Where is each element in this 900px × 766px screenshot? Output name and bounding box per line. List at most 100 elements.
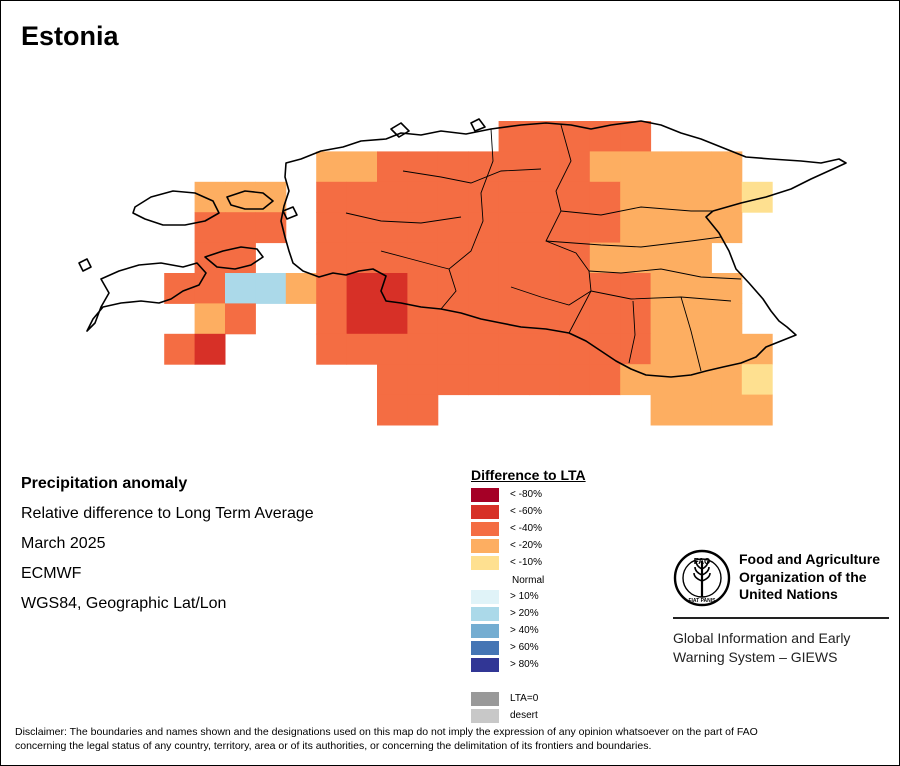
county-line-5 xyxy=(560,206,713,216)
legend-swatch xyxy=(471,590,499,604)
county-line-7 xyxy=(588,268,742,280)
grid-cell xyxy=(498,364,530,396)
grid-cell xyxy=(650,151,682,183)
mainland-outline xyxy=(280,120,847,378)
disclaimer: Disclaimer: The boundaries and names sho… xyxy=(15,725,885,753)
disclaimer-line2: concerning the legal status of any count… xyxy=(15,740,652,752)
grid-cell xyxy=(407,394,439,426)
legend-swatch xyxy=(471,624,499,638)
grid-cell xyxy=(316,273,348,304)
grid-cell xyxy=(437,242,469,274)
grid-cell xyxy=(741,394,773,426)
fao-name-line2: Organization of the xyxy=(739,568,867,585)
county-line-6 xyxy=(545,236,722,248)
grid-cell xyxy=(711,151,743,183)
grid-cell xyxy=(681,151,712,183)
grid-cell xyxy=(377,333,408,365)
legend-item: LTA=0 xyxy=(471,691,586,708)
grid-cell xyxy=(620,212,652,244)
grid-cell xyxy=(468,333,500,365)
grid-cell xyxy=(589,333,621,365)
grid-cell xyxy=(407,273,439,304)
grid-cell xyxy=(589,303,621,335)
legend-label: > 20% xyxy=(510,608,539,619)
legend-item: > 40% xyxy=(471,623,586,640)
legend-label: < -80% xyxy=(510,489,542,500)
grid-cell xyxy=(407,212,439,244)
legend-label: > 10% xyxy=(510,591,539,602)
legend-swatch xyxy=(471,539,499,553)
grid-cell xyxy=(377,303,408,335)
legend-item: < -40% xyxy=(471,521,586,538)
grid-cell xyxy=(711,181,743,213)
county-line-4 xyxy=(345,212,462,224)
grid-cell xyxy=(559,212,591,244)
grid-cell xyxy=(316,333,348,365)
grid-cell xyxy=(316,151,348,183)
grid-cell xyxy=(346,181,378,213)
grid-cell xyxy=(468,242,500,274)
info-source: ECMWF xyxy=(21,565,82,582)
legend-item: < -80% xyxy=(471,487,586,504)
grid-cell xyxy=(620,333,652,365)
grid-cell xyxy=(529,333,560,365)
grid-cell xyxy=(529,181,560,213)
grid-cell xyxy=(225,273,256,304)
grid-cell xyxy=(529,273,560,304)
grid-cell xyxy=(194,181,226,213)
country-boundary xyxy=(78,118,847,378)
grid-cell xyxy=(681,181,712,213)
county-line-8 xyxy=(590,290,732,302)
county-line-9 xyxy=(628,300,636,364)
legend: Difference to LTA < -80% < -60% < -40% <… xyxy=(471,467,586,725)
grid-cell xyxy=(559,333,591,365)
grid-cell xyxy=(468,151,500,183)
grid-cell xyxy=(529,121,560,152)
fao-name-line1: Food and Agriculture xyxy=(739,551,881,567)
legend-swatch xyxy=(471,641,499,655)
legend-swatch xyxy=(471,522,499,536)
grid-cell xyxy=(468,212,500,244)
grid-cell xyxy=(559,242,591,274)
islet-1 xyxy=(78,258,92,272)
grid-cell xyxy=(529,242,560,274)
precipitation-grid xyxy=(164,121,773,426)
grid-cell xyxy=(650,333,682,365)
grid-cell xyxy=(316,181,348,213)
grid-cell xyxy=(559,303,591,335)
giews-name: Global Information and Early Warning Sys… xyxy=(673,629,893,667)
grid-cell xyxy=(316,212,348,244)
legend-label: > 40% xyxy=(510,625,539,636)
grid-cell xyxy=(498,151,530,183)
grid-cell xyxy=(437,333,469,365)
grid-cell xyxy=(681,394,712,426)
legend-item: < -20% xyxy=(471,538,586,555)
legend-item: > 20% xyxy=(471,606,586,623)
grid-cell xyxy=(529,212,560,244)
grid-cell xyxy=(437,273,469,304)
grid-cell xyxy=(529,151,560,183)
info-subtitle: Relative difference to Long Term Average xyxy=(21,505,314,522)
islet-4 xyxy=(470,118,486,132)
grid-cell xyxy=(589,364,621,396)
grid-cell xyxy=(407,181,439,213)
grid-cell xyxy=(164,333,196,365)
grid-cell xyxy=(194,303,226,335)
grid-cell xyxy=(711,394,743,426)
legend-swatch xyxy=(471,692,499,706)
grid-cell xyxy=(346,151,378,183)
grid-cell xyxy=(711,364,743,396)
grid-cell xyxy=(316,303,348,335)
legend-label: < -60% xyxy=(510,506,542,517)
grid-cell xyxy=(377,181,408,213)
grid-cell xyxy=(316,242,348,274)
grid-cell xyxy=(650,273,682,304)
grid-cell xyxy=(620,151,652,183)
giews-line1: Global Information and Early xyxy=(673,630,851,646)
legend-item: > 60% xyxy=(471,640,586,657)
grid-cell xyxy=(285,273,317,304)
hiiumaa-outline xyxy=(132,190,220,226)
grid-cell xyxy=(589,151,621,183)
grid-cell xyxy=(589,181,621,213)
